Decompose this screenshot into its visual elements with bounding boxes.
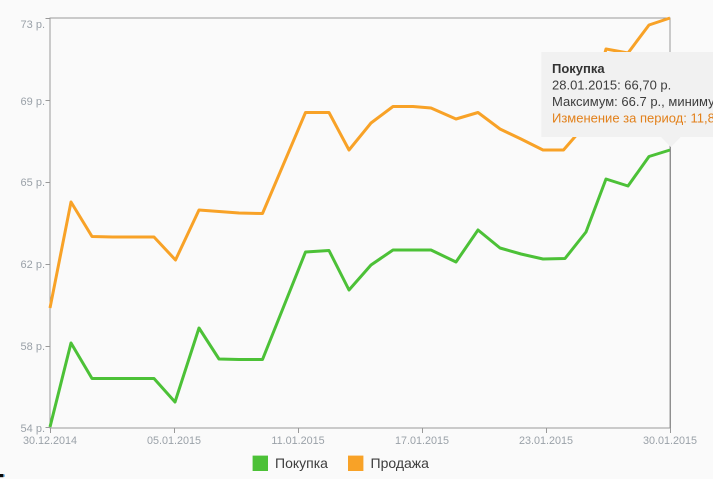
svg-text:Изменение за период: 11,85 р.: Изменение за период: 11,85 р. (2 <box>552 111 713 126</box>
svg-text:17.01.2015: 17.01.2015 <box>395 435 449 447</box>
svg-text:54 р.: 54 р. <box>21 423 45 435</box>
svg-text:58 р.: 58 р. <box>21 341 45 353</box>
svg-text:62 р.: 62 р. <box>21 259 45 271</box>
svg-text:28.01.2015: 66,70 р.: 28.01.2015: 66,70 р. <box>552 78 671 93</box>
svg-text:Продажа: Продажа <box>371 455 430 471</box>
svg-text:23.01.2015: 23.01.2015 <box>519 435 573 447</box>
svg-text:Покупка: Покупка <box>275 455 328 471</box>
svg-text:11.01.2015: 11.01.2015 <box>271 435 324 447</box>
svg-text:05.01.2015: 05.01.2015 <box>147 435 201 447</box>
svg-text:73 р.: 73 р. <box>21 19 45 31</box>
svg-text:Максимум: 66.7 р., минимум: 54: Максимум: 66.7 р., минимум: 54 р. <box>552 94 713 109</box>
svg-text:Покупка: Покупка <box>552 61 605 76</box>
svg-text:30.01.2015: 30.01.2015 <box>643 435 697 447</box>
svg-text:69 р.: 69 р. <box>21 96 45 108</box>
svg-text:65 р.: 65 р. <box>21 177 45 189</box>
svg-text:30.12.2014: 30.12.2014 <box>23 435 77 447</box>
